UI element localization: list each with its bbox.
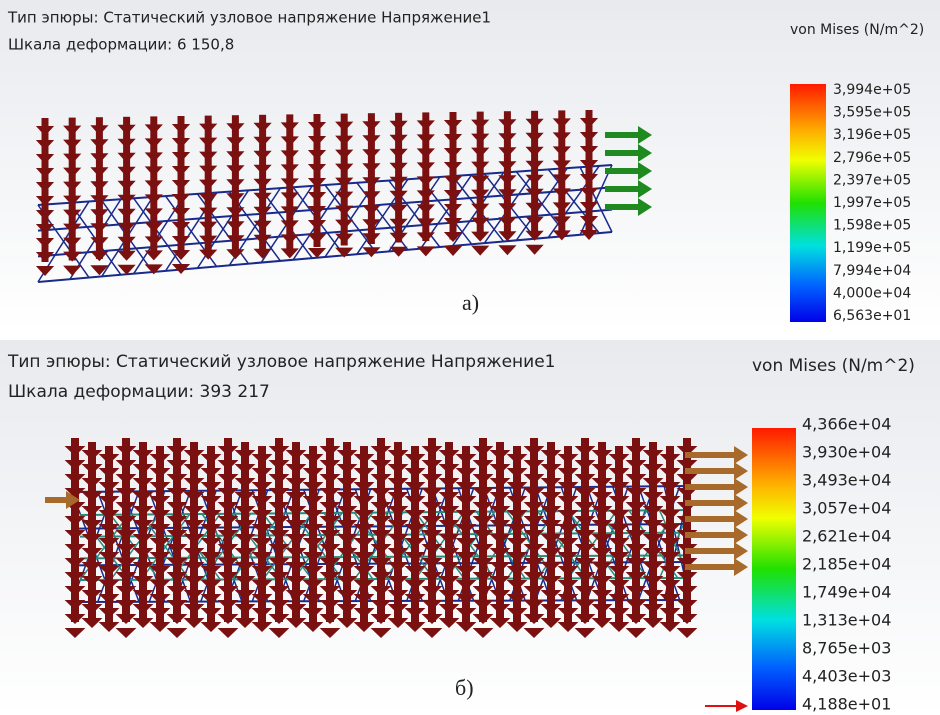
load-arrow-shaft bbox=[558, 110, 565, 233]
support-arrow bbox=[685, 548, 738, 554]
legend-label: 4,000e+04 bbox=[833, 285, 911, 301]
plot-type: Тип эпюры: Статический узловое напряжени… bbox=[7, 9, 491, 27]
legend-label: 1,598e+05 bbox=[833, 218, 911, 234]
legend-label: 3,196e+05 bbox=[833, 127, 911, 143]
legend-label: 4,403e+03 bbox=[802, 667, 891, 686]
deformation-scale: Шкала деформации: 6 150,8 bbox=[8, 36, 234, 54]
colorbar bbox=[790, 84, 826, 322]
legend-label: 8,765e+03 bbox=[802, 639, 891, 658]
load-arrow-shaft bbox=[531, 111, 538, 235]
legend-label: 1,199e+05 bbox=[833, 240, 911, 256]
legend-label: 1,749e+04 bbox=[802, 583, 891, 602]
support-arrow bbox=[605, 150, 642, 156]
colorbar bbox=[752, 428, 796, 710]
deformation-scale: Шкала деформации: 393 217 bbox=[8, 382, 270, 402]
legend-label: 3,930e+04 bbox=[802, 443, 891, 462]
load-arrow-shaft bbox=[586, 110, 593, 232]
plot-type: Тип эпюры: Статический узловое напряжени… bbox=[7, 352, 555, 372]
legend-title: von Mises (N/m^2) bbox=[752, 356, 915, 376]
legend-label: 1,313e+04 bbox=[802, 611, 891, 630]
legend-label: 4,366e+04 bbox=[802, 415, 891, 434]
legend-label: 4,188e+01 bbox=[802, 695, 891, 714]
caption: б) bbox=[455, 675, 474, 700]
figure: Тип эпюры: Статический узловое напряжени… bbox=[0, 0, 940, 715]
support-arrow bbox=[685, 532, 738, 538]
legend-title: von Mises (N/m^2) bbox=[790, 22, 924, 38]
legend-label: 2,621e+04 bbox=[802, 527, 891, 546]
legend-label: 2,185e+04 bbox=[802, 555, 891, 574]
caption: а) bbox=[462, 290, 479, 315]
support-arrow bbox=[685, 516, 738, 522]
support-arrow bbox=[685, 500, 738, 506]
support-arrow bbox=[605, 168, 642, 174]
legend-label: 3,595e+05 bbox=[833, 105, 911, 121]
support-arrow bbox=[605, 132, 642, 138]
support-arrow bbox=[685, 452, 738, 458]
legend-label: 6,563e+01 bbox=[833, 308, 911, 324]
support-arrow bbox=[685, 484, 738, 490]
support-arrow bbox=[605, 186, 642, 192]
support-arrow bbox=[685, 564, 738, 570]
support-arrow bbox=[685, 468, 738, 474]
legend-label: 2,397e+05 bbox=[833, 172, 911, 188]
legend-label: 3,057e+04 bbox=[802, 499, 891, 518]
legend-label: 2,796e+05 bbox=[833, 150, 911, 166]
legend-label: 3,493e+04 bbox=[802, 471, 891, 490]
legend-label: 7,994e+04 bbox=[833, 263, 911, 279]
support-arrow bbox=[605, 204, 642, 210]
legend-label: 3,994e+05 bbox=[833, 82, 911, 98]
legend-label: 1,997e+05 bbox=[833, 195, 911, 211]
